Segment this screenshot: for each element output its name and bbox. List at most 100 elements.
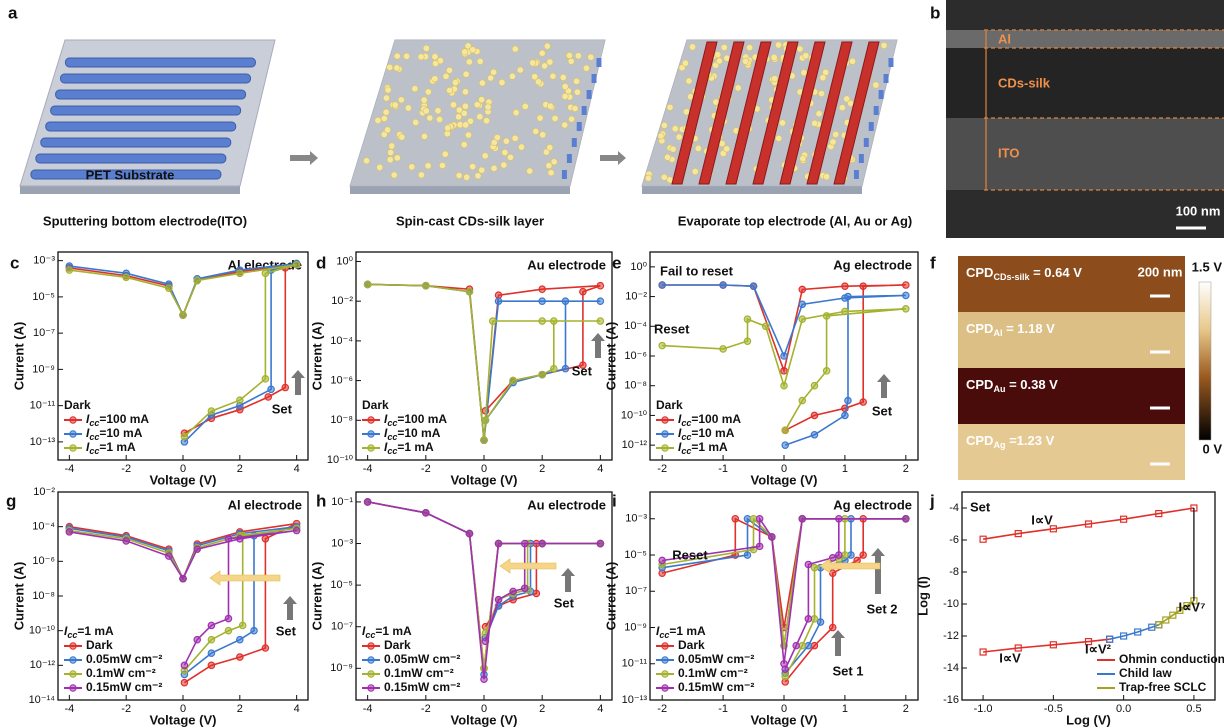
cd-dot: [559, 73, 567, 81]
cd-dot: [380, 114, 388, 122]
legend-marker: [69, 444, 77, 452]
data-point: [658, 556, 666, 565]
series-line: [662, 284, 906, 446]
cd-dot: [386, 63, 394, 71]
panel-label: i: [612, 491, 617, 510]
x-tick-label: 0: [481, 463, 487, 475]
data-point: [816, 618, 825, 626]
cd-dot: [461, 88, 469, 96]
cd-dot: [451, 79, 459, 87]
legend-label: Child law: [1119, 666, 1172, 680]
data-point: [480, 675, 488, 684]
legend-label: Trap-free SCLC: [1119, 680, 1207, 694]
cd-dot: [561, 92, 569, 100]
x-tick-label: 1: [842, 703, 848, 715]
cd-dot: [666, 103, 674, 111]
x-tick-label: 2: [903, 463, 909, 475]
data-point: [180, 678, 189, 687]
cd-dot: [534, 78, 542, 86]
data-point: [1084, 637, 1093, 646]
cd-dot: [800, 69, 808, 77]
ito-edge: [566, 154, 572, 163]
legend-marker: [367, 670, 375, 678]
data-point: [494, 539, 503, 548]
cd-dot: [412, 118, 420, 126]
top-electrode: [833, 41, 880, 185]
data-point: [224, 534, 233, 543]
cd-dot: [561, 121, 569, 129]
x-tick-label: -1.0: [974, 703, 993, 715]
cd-dot: [417, 171, 425, 179]
cd-dot: [498, 79, 506, 87]
data-point: [596, 297, 605, 305]
silk-film: [350, 40, 605, 186]
cd-dot: [681, 59, 689, 67]
ito-edge: [853, 170, 859, 179]
annotation: Fail to reset: [660, 263, 734, 278]
panel-label: c: [10, 253, 19, 272]
annotation: I∝V²: [1085, 641, 1112, 656]
y-tick-label: 10⁻¹³: [30, 436, 56, 448]
panel-label: f: [930, 253, 936, 272]
x-tick-label: 2: [539, 463, 545, 475]
ito-stripe: [45, 121, 237, 132]
data-point: [902, 291, 910, 300]
legend-label: Icc=10 mA: [678, 426, 735, 442]
legend-marker: [661, 444, 669, 452]
y-tick-label: 10⁻³: [625, 513, 647, 525]
legend-title: Icc=1 mA: [64, 624, 114, 640]
cd-dot: [742, 57, 750, 65]
y-tick-label: -4: [949, 502, 959, 514]
cd-dot: [462, 70, 470, 78]
y-tick-label: 10⁻⁴: [32, 521, 55, 533]
data-point: [236, 635, 244, 644]
legend-marker: [367, 642, 375, 650]
data-point: [1134, 628, 1142, 636]
data-point: [798, 641, 807, 650]
cd-dot: [734, 84, 742, 92]
data-point: [658, 341, 666, 350]
cd-dot: [694, 144, 702, 152]
cd-dot: [478, 166, 486, 174]
data-point: [261, 375, 270, 383]
cd-dot: [682, 108, 690, 116]
y-axis-label: Current (A): [603, 562, 618, 631]
cpd-subscript: Au: [993, 384, 1005, 394]
series-line: [367, 283, 601, 441]
cpd-value: = 1.18 V: [1002, 321, 1055, 336]
data-point: [261, 534, 270, 543]
data-point: [810, 381, 819, 390]
plot-frame: [355, 251, 613, 461]
panel-label: b: [930, 3, 940, 22]
cd-dot: [549, 72, 557, 80]
process-arrow: [290, 151, 318, 165]
x-tick-label: -2: [121, 463, 131, 475]
data-point: [979, 535, 987, 543]
sem-ito: [946, 118, 1224, 190]
layer-label: CDs-silk: [998, 75, 1051, 90]
top-electrode: [752, 41, 799, 185]
x-axis-label: Voltage (V): [751, 712, 818, 727]
legend-marker: [661, 642, 669, 650]
cd-dot: [397, 96, 405, 104]
legend-marker: [661, 656, 669, 664]
legend-marker: [367, 444, 375, 452]
data-point: [465, 287, 474, 296]
y-tick-label: 10⁻¹⁴: [29, 694, 56, 706]
legend-label: 0.1mW cm⁻²: [678, 666, 748, 680]
data-point: [810, 430, 819, 439]
cpd-label: CPDAg =1.23 V: [966, 433, 1055, 450]
annotation: I∝V: [999, 650, 1021, 665]
cd-dot: [546, 102, 554, 110]
legend-marker: [69, 430, 77, 438]
data-point: [1049, 525, 1057, 533]
series-line: [69, 263, 297, 437]
cd-dot: [446, 86, 454, 94]
y-tick-label: 10⁻²: [331, 295, 353, 307]
legend-label: Icc=10 mA: [384, 426, 441, 442]
cpd-subscript: Al: [993, 328, 1002, 338]
x-tick-label: -1: [718, 703, 728, 715]
data-point: [207, 661, 216, 670]
data-point: [902, 514, 910, 523]
data-point: [207, 621, 216, 630]
